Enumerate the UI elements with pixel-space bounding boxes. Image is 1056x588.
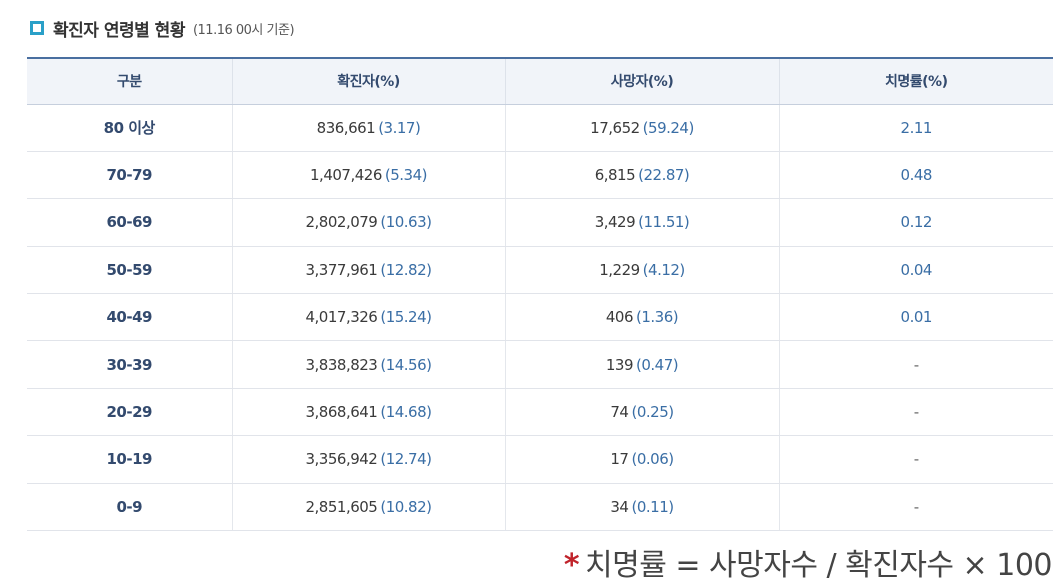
age-group-cell: 70-79	[27, 151, 232, 200]
fatality-cell: -	[778, 388, 1053, 437]
table-row: 40-49 4,017,326 (15.24) 406 (1.36) 0.01	[27, 293, 1053, 342]
table-header-row: 구분 확진자(%) 사망자(%) 치명률(%)	[27, 57, 1053, 105]
age-stats-table: 구분 확진자(%) 사망자(%) 치명률(%) 80 이상 836,661 (3.1…	[27, 57, 1053, 532]
deaths-cell: 3,429 (11.51)	[504, 198, 779, 247]
cases-percent: (12.74)	[380, 450, 432, 469]
cases-value: 3,838,823	[305, 355, 378, 374]
cases-cell: 1,407,426 (5.34)	[231, 151, 505, 200]
cases-percent: (15.24)	[380, 308, 432, 327]
cases-percent: (10.82)	[380, 497, 432, 516]
cases-cell: 3,356,942 (12.74)	[231, 435, 505, 484]
cases-percent: (12.82)	[380, 260, 432, 279]
cases-value: 4,017,326	[305, 308, 378, 327]
cases-cell: 2,851,605 (10.82)	[231, 483, 505, 532]
deaths-cell: 1,229 (4.12)	[504, 246, 779, 295]
deaths-cell: 17,652 (59.24)	[504, 104, 779, 152]
deaths-percent: (1.36)	[636, 308, 679, 327]
deaths-percent: (4.12)	[642, 260, 686, 279]
age-group-cell: 0-9	[27, 483, 232, 532]
cases-value: 2,851,605	[305, 497, 378, 516]
deaths-percent: (0.06)	[631, 450, 674, 469]
cases-percent: (14.56)	[380, 355, 432, 374]
deaths-value: 17,652	[590, 118, 640, 137]
cases-value: 3,377,961	[305, 260, 378, 279]
table-row: 60-69 2,802,079 (10.63) 3,429 (11.51) 0.12	[27, 198, 1053, 247]
deaths-value: 1,229	[599, 260, 640, 279]
deaths-percent: (0.47)	[636, 355, 679, 374]
deaths-cell: 34 (0.11)	[504, 483, 779, 532]
deaths-value: 17	[610, 450, 629, 469]
deaths-value: 74	[610, 403, 629, 422]
age-group-cell: 20-29	[27, 388, 232, 437]
deaths-percent: (0.11)	[631, 497, 674, 516]
fatality-cell: 0.48	[778, 151, 1053, 200]
deaths-value: 6,815	[594, 166, 636, 185]
cases-cell: 3,838,823 (14.56)	[231, 340, 505, 389]
deaths-percent: (11.51)	[638, 213, 690, 232]
fatality-cell: -	[778, 340, 1053, 389]
table-row: 10-19 3,356,942 (12.74) 17 (0.06) -	[27, 435, 1053, 484]
column-header-deaths: 사망자(%)	[504, 57, 779, 105]
cases-percent: (10.63)	[380, 213, 432, 232]
deaths-cell: 139 (0.47)	[504, 340, 779, 389]
cases-cell: 3,377,961 (12.82)	[231, 246, 505, 295]
age-group-cell: 30-39	[27, 340, 232, 389]
fatality-cell: -	[778, 483, 1053, 532]
age-group-cell: 40-49	[27, 293, 232, 342]
section-subtitle: (11.16 00시 기준)	[192, 22, 295, 38]
cases-value: 3,356,942	[305, 450, 378, 469]
column-header-group: 구분	[27, 57, 232, 105]
cases-value: 836,661	[316, 118, 376, 137]
fatality-cell: 0.12	[778, 198, 1053, 247]
section-header: 확진자 연령별 현황 (11.16 00시 기준)	[30, 14, 295, 42]
cases-cell: 3,868,641 (14.68)	[231, 388, 505, 437]
deaths-cell: 406 (1.36)	[504, 293, 779, 342]
table-row: 20-29 3,868,641 (14.68) 74 (0.25) -	[27, 388, 1053, 437]
square-bullet-icon	[30, 21, 44, 35]
deaths-percent: (59.24)	[642, 118, 695, 137]
formula-text: 치명률 = 사망자수 / 확진자수 × 100	[585, 548, 1052, 583]
cases-percent: (3.17)	[378, 118, 421, 137]
column-header-cases: 확진자(%)	[231, 57, 505, 105]
deaths-cell: 74 (0.25)	[504, 388, 779, 437]
cases-percent: (14.68)	[380, 403, 432, 422]
cases-value: 3,868,641	[305, 403, 378, 422]
deaths-cell: 17 (0.06)	[504, 435, 779, 484]
asterisk-mark: *	[563, 548, 580, 583]
age-group-cell: 60-69	[27, 198, 232, 247]
cases-cell: 4,017,326 (15.24)	[231, 293, 505, 342]
fatality-formula-note: * 치명률 = 사망자수 / 확진자수 × 100	[563, 540, 1053, 584]
deaths-percent: (22.87)	[638, 166, 690, 185]
cases-cell: 2,802,079 (10.63)	[231, 198, 505, 247]
table-row: 80 이상 836,661 (3.17) 17,652 (59.24) 2.11	[27, 104, 1053, 152]
deaths-value: 406	[605, 308, 634, 327]
column-header-fatality: 치명률(%)	[778, 57, 1053, 105]
table-row: 70-79 1,407,426 (5.34) 6,815 (22.87) 0.48	[27, 151, 1053, 200]
fatality-cell: 2.11	[778, 104, 1053, 152]
deaths-cell: 6,815 (22.87)	[504, 151, 779, 200]
age-group-cell: 10-19	[27, 435, 232, 484]
fatality-cell: 0.01	[778, 293, 1053, 342]
table-body: 80 이상 836,661 (3.17) 17,652 (59.24) 2.11 70-79…	[27, 104, 1053, 532]
table-row: 0-9 2,851,605 (10.82) 34 (0.11) -	[27, 483, 1053, 532]
deaths-percent: (0.25)	[631, 403, 674, 422]
table-row: 30-39 3,838,823 (14.56) 139 (0.47) -	[27, 340, 1053, 389]
section-title: 확진자 연령별 현황	[53, 20, 185, 41]
table-row: 50-59 3,377,961 (12.82) 1,229 (4.12) 0.04	[27, 246, 1053, 295]
cases-value: 1,407,426	[310, 166, 382, 185]
age-group-cell: 50-59	[27, 246, 232, 295]
deaths-value: 3,429	[594, 213, 636, 232]
cases-cell: 836,661 (3.17)	[231, 104, 505, 152]
deaths-value: 34	[610, 497, 629, 516]
fatality-cell: 0.04	[778, 246, 1053, 295]
cases-percent: (5.34)	[384, 166, 428, 185]
fatality-cell: -	[778, 435, 1053, 484]
deaths-value: 139	[605, 355, 634, 374]
age-group-cell: 80 이상	[27, 104, 232, 152]
cases-value: 2,802,079	[305, 213, 378, 232]
